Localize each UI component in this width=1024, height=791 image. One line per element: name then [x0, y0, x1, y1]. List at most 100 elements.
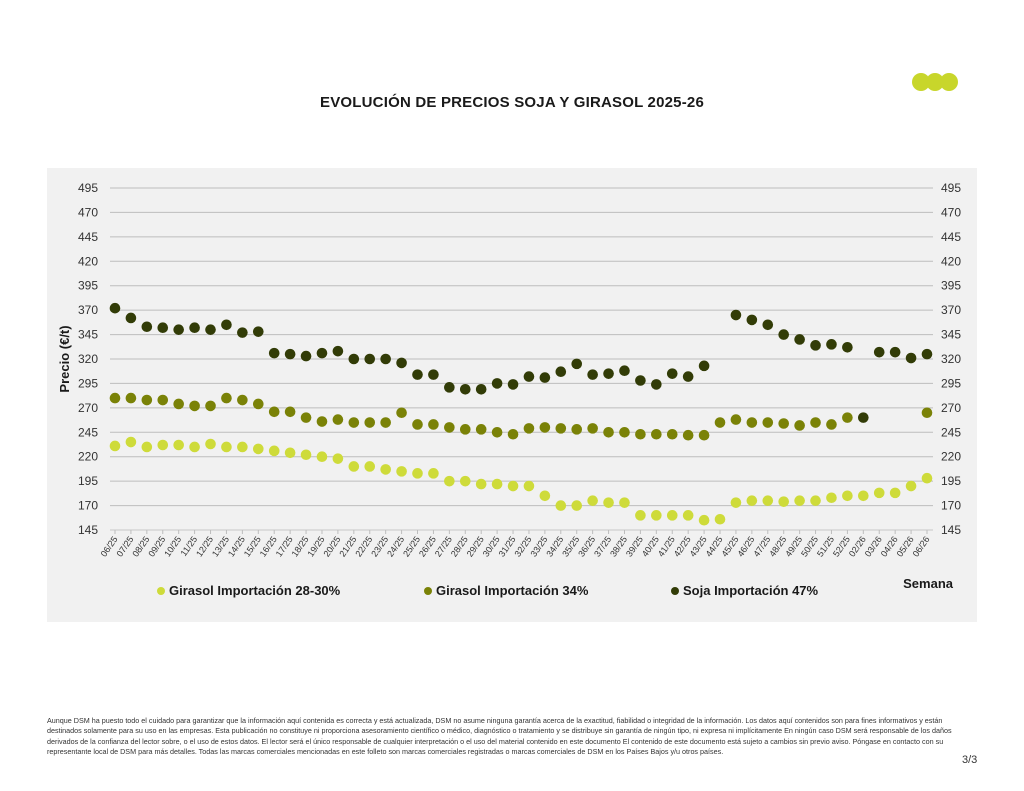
data-point-series-1: [523, 480, 535, 492]
data-point-series-1: [205, 438, 216, 450]
data-point-series-3: [523, 371, 535, 382]
data-point-series-2: [300, 412, 312, 423]
data-point-series-1: [889, 487, 901, 499]
data-point-series-2: [603, 426, 614, 438]
data-point-series-2: [794, 420, 805, 431]
data-point-series-1: [380, 464, 391, 475]
chart-title: EVOLUCIÓN DE PRECIOS SOJA Y GIRASOL 2025…: [320, 94, 704, 111]
data-point-series-2: [284, 406, 296, 418]
data-point-series-2: [237, 394, 248, 406]
data-point-series-1: [714, 513, 726, 525]
data-point-series-3: [507, 379, 519, 390]
data-point-series-2: [619, 426, 630, 438]
data-point-series-2: [523, 423, 535, 434]
data-point-series-3: [364, 353, 376, 365]
data-point-series-1: [921, 472, 933, 484]
data-point-series-3: [921, 348, 933, 360]
data-point-series-1: [300, 449, 312, 461]
data-point-series-1: [778, 496, 790, 507]
data-point-series-3: [109, 302, 121, 314]
data-point-series-3: [730, 309, 742, 321]
data-point-series-3: [475, 383, 487, 395]
data-point-series-2: [348, 417, 360, 428]
data-point-series-3: [125, 312, 137, 324]
y-tick-label-right: 420: [941, 254, 961, 268]
data-point-series-1: [619, 497, 630, 508]
data-point-series-1: [603, 497, 614, 508]
page-number: 3/3: [962, 754, 978, 766]
x-tick-label: 10/25: [162, 534, 183, 558]
data-point-series-3: [237, 327, 248, 338]
y-tick-label-right: 295: [941, 376, 961, 390]
data-point-series-2: [189, 400, 200, 412]
data-point-series-1: [332, 453, 344, 464]
y-tick-label-left: 495: [78, 181, 98, 195]
data-point-series-1: [539, 490, 551, 502]
x-tick-label: 06/26: [911, 534, 932, 558]
data-point-series-3: [268, 347, 280, 359]
data-point-series-3: [682, 371, 694, 382]
data-point-series-2: [651, 428, 662, 440]
y-axis-label: Precio (€/t): [57, 325, 72, 392]
data-point-series-1: [698, 514, 710, 526]
data-point-series-1: [428, 468, 439, 479]
data-point-series-1: [555, 500, 567, 511]
data-point-series-3: [316, 347, 328, 359]
y-tick-label-left: 470: [78, 205, 98, 219]
legend-marker-series-3: [671, 587, 679, 595]
data-point-series-3: [205, 324, 216, 335]
data-point-series-2: [635, 428, 646, 440]
y-tick-label-right: 345: [941, 328, 961, 342]
data-point-series-1: [682, 510, 694, 521]
data-point-series-1: [444, 475, 455, 487]
data-point-series-3: [635, 375, 646, 386]
logo-dot-3: [940, 73, 958, 91]
data-point-series-1: [635, 510, 646, 521]
disclaimer-text: Aunque DSM ha puesto todo el cuidado par…: [47, 716, 952, 757]
data-point-series-1: [364, 461, 376, 472]
data-point-series-1: [141, 441, 153, 453]
data-point-series-3: [332, 345, 344, 357]
data-point-series-2: [364, 417, 376, 428]
data-point-series-3: [491, 378, 503, 389]
data-point-series-2: [826, 419, 837, 430]
data-point-series-3: [762, 319, 774, 331]
data-point-series-2: [778, 418, 790, 429]
y-tick-label-right: 245: [941, 425, 961, 439]
data-point-series-1: [905, 480, 917, 492]
y-tick-label-left: 345: [78, 328, 98, 342]
data-point-series-2: [587, 423, 598, 434]
data-point-series-3: [666, 368, 678, 379]
data-point-series-1: [587, 495, 598, 506]
data-point-series-2: [157, 394, 169, 406]
data-point-series-2: [141, 394, 153, 406]
y-tick-label-left: 220: [78, 450, 98, 464]
data-point-series-1: [651, 510, 662, 521]
logo-dot-1: [912, 73, 930, 91]
data-point-series-3: [396, 357, 407, 369]
data-point-series-3: [873, 346, 885, 358]
y-tick-label-right: 470: [941, 205, 961, 219]
data-point-series-1: [316, 451, 328, 463]
data-point-series-3: [444, 382, 455, 393]
data-point-series-3: [252, 326, 264, 337]
data-point-series-2: [571, 424, 583, 435]
data-point-series-3: [428, 369, 439, 380]
data-point-series-2: [396, 407, 407, 419]
legend-label-series-1: Girasol Importación 28-30%: [169, 583, 341, 598]
y-tick-label-right: 395: [941, 279, 961, 293]
data-point-series-1: [491, 478, 503, 490]
y-tick-label-right: 270: [941, 401, 961, 415]
y-tick-label-right: 145: [941, 523, 961, 537]
data-point-series-1: [284, 447, 296, 459]
data-point-series-1: [268, 445, 280, 457]
legend-label-series-2: Girasol Importación 34%: [436, 583, 589, 598]
y-tick-label-left: 420: [78, 254, 98, 268]
y-tick-label-left: 145: [78, 523, 98, 537]
data-point-series-1: [826, 492, 837, 504]
data-point-series-1: [237, 441, 248, 453]
data-point-series-2: [698, 429, 710, 441]
legend-marker-series-1: [157, 587, 165, 595]
y-tick-label-right: 370: [941, 303, 961, 317]
data-point-series-1: [157, 439, 169, 451]
